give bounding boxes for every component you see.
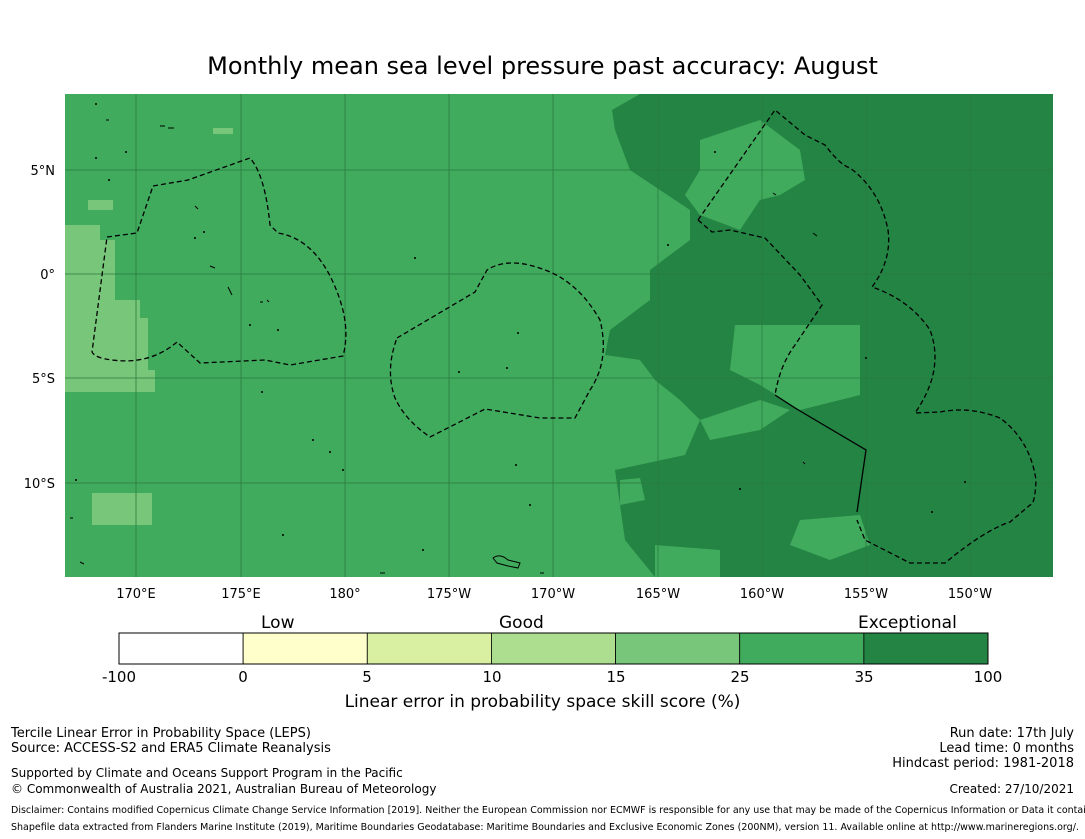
eez-boundaries <box>91 109 1037 564</box>
island-dots <box>75 103 966 551</box>
colorbar-swatch <box>491 632 616 665</box>
colorbar-swatch <box>366 632 492 665</box>
footer-lead-time: Lead time: 0 months <box>939 741 1074 756</box>
eez-boundary-north <box>697 109 1037 564</box>
colorbar-tick: 5 <box>362 668 372 686</box>
islands <box>70 119 818 574</box>
colorbar-swatch <box>863 632 989 665</box>
lon-label: 155°W <box>844 587 888 600</box>
lon-label: 175°E <box>221 587 261 600</box>
longitude-labels: 170°E 175°E 180° 175°W 170°W 165°W 160°W… <box>116 587 992 600</box>
footer-shapefile-credit: Shapefile data extracted from Flanders M… <box>11 822 1079 833</box>
colorbar-tick: 25 <box>730 668 750 686</box>
footer-run-date: Run date: 17th July <box>949 726 1074 741</box>
boundary-solid <box>774 394 867 513</box>
eez-boundary-central <box>389 262 604 438</box>
light-skill-region-west <box>65 225 155 392</box>
legend-category-exceptional: Exceptional <box>858 613 957 633</box>
eez-boundary-west <box>91 157 347 366</box>
lon-label: 150°W <box>948 587 992 600</box>
lat-label: 5°N <box>31 164 56 179</box>
footer-copyright: © Commonwealth of Australia 2021, Austra… <box>11 782 437 796</box>
lon-label: 175°W <box>427 587 471 600</box>
good-intrusion <box>700 400 790 440</box>
footer-support: Supported by Climate and Oceans Support … <box>11 766 403 780</box>
colorbar-swatches <box>118 632 989 665</box>
lon-label: 170°W <box>531 587 575 600</box>
lat-label: 10°S <box>24 477 55 492</box>
map-title: Monthly mean sea level pressure past acc… <box>207 52 878 80</box>
colorbar-tick: 15 <box>606 668 626 686</box>
colorbar-tick: -100 <box>101 668 137 686</box>
colorbar-tick: 100 <box>973 668 1003 686</box>
colorbar-swatch <box>739 632 865 665</box>
colorbar-tick: 0 <box>238 668 248 686</box>
gridlines <box>65 94 1053 577</box>
lon-label: 170°E <box>116 587 156 600</box>
footer-source: Source: ACCESS-S2 and ERA5 Climate Reana… <box>11 741 331 756</box>
good-intrusion <box>790 515 870 560</box>
legend-category-low: Low <box>261 613 295 633</box>
good-intrusion <box>730 325 860 410</box>
lat-label: 5°S <box>32 372 55 387</box>
footer-method: Tercile Linear Error in Probability Spac… <box>11 726 311 741</box>
colorbar-tick: 10 <box>482 668 502 686</box>
lon-label: 160°W <box>740 587 784 600</box>
good-intrusion <box>655 545 720 577</box>
footer-disclaimer: Disclaimer: Contains modified Copernicus… <box>11 805 1085 816</box>
light-skill-patch <box>88 200 113 210</box>
good-intrusion <box>685 120 805 230</box>
colorbar-swatch <box>242 632 368 665</box>
colorbar-swatch <box>118 632 244 665</box>
light-skill-patch <box>213 128 233 134</box>
lon-label: 180° <box>329 587 360 600</box>
legend-category-good: Good <box>499 613 544 633</box>
footer-hindcast-period: Hindcast period: 1981-2018 <box>892 756 1074 771</box>
lat-label: 0° <box>40 268 55 283</box>
latitude-labels: 5°N 0° 5°S 10°S <box>24 164 55 492</box>
light-skill-patch <box>92 493 152 525</box>
colorbar-swatch <box>615 632 741 665</box>
colorbar-label: Linear error in probability space skill … <box>344 692 741 712</box>
eez-boundary-north-inner <box>697 219 823 396</box>
good-intrusion <box>620 478 645 505</box>
footer-created-date: Created: 27/10/2021 <box>949 782 1074 796</box>
colorbar-tick: 35 <box>854 668 874 686</box>
skill-score-map: 5°N 0° 5°S 10°S 170°E 175°E 180° 175°W 1… <box>24 94 1053 600</box>
lon-label: 165°W <box>636 587 680 600</box>
